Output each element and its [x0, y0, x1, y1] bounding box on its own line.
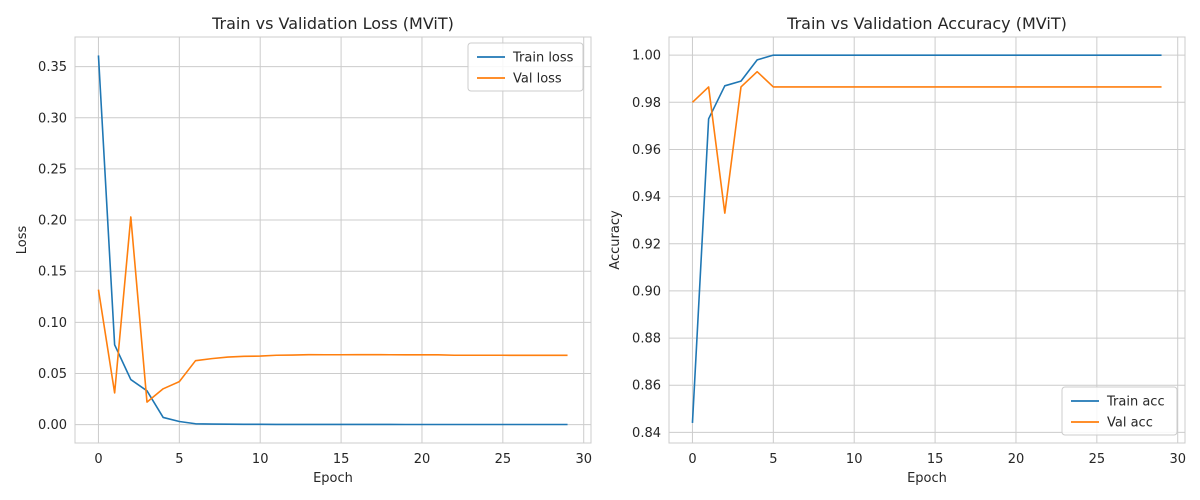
plot-area	[668, 36, 1186, 444]
x-tick-label: 10	[252, 452, 269, 467]
x-tick-label: 30	[575, 452, 592, 467]
accuracy-chart: 0 5 10 15 20 25 30 0.84 0.86 0.88 0.90 0.92 0.94 0.96…	[608, 14, 1186, 486]
y-tick-label: 0.96	[632, 143, 661, 158]
x-tick-label: 10	[846, 452, 863, 467]
y-tick-label: 0.84	[632, 426, 661, 441]
y-tick-label: 1.00	[632, 49, 661, 64]
legend-entry: Val loss	[513, 72, 562, 87]
y-tick-label: 0.00	[38, 418, 67, 433]
y-tick-label: 0.10	[38, 316, 67, 331]
loss-chart: 0 5 10 15 20 25 30 0.00 0.05 0.10 0.15 0.20 0.25 0.30…	[15, 14, 592, 486]
x-tick-label: 15	[927, 452, 944, 467]
y-axis-label: Loss	[15, 226, 30, 255]
chart-title: Train vs Validation Loss (MViT)	[211, 14, 454, 33]
x-tick-label: 0	[688, 452, 696, 467]
series-line-val-acc	[691, 70, 1162, 214]
legend-box	[1061, 386, 1178, 436]
y-tick-label: 0.92	[632, 237, 661, 252]
legend-box	[467, 42, 584, 92]
y-tick-label: 0.30	[38, 111, 67, 126]
x-tick-label: 25	[1089, 452, 1106, 467]
y-tick-label: 0.25	[38, 162, 67, 177]
y-tick-label: 0.88	[632, 332, 661, 347]
series-line-train-loss	[97, 55, 568, 426]
series-line-val-loss	[97, 216, 568, 403]
x-tick-label: 0	[94, 452, 102, 467]
legend-entry: Train loss	[512, 51, 574, 66]
x-tick-label: 25	[495, 452, 512, 467]
legend: Train acc Val acc	[1061, 386, 1178, 436]
legend-entry: Val acc	[1107, 416, 1153, 431]
x-tick-label: 5	[769, 452, 777, 467]
legend: Train loss Val loss	[467, 42, 584, 92]
plot-area	[74, 36, 592, 444]
y-axis-label: Accuracy	[608, 210, 623, 270]
chart-title: Train vs Validation Accuracy (MViT)	[786, 14, 1067, 33]
x-tick-label: 30	[1169, 452, 1186, 467]
x-tick-label: 15	[333, 452, 350, 467]
series-line-train-acc	[691, 54, 1162, 424]
y-tick-label: 0.98	[632, 96, 661, 111]
y-tick-label: 0.15	[38, 265, 67, 280]
y-tick-label: 0.20	[38, 214, 67, 229]
y-tick-label: 0.86	[632, 379, 661, 394]
y-tick-label: 0.94	[632, 190, 661, 205]
x-axis-label: Epoch	[907, 471, 947, 486]
x-tick-label: 20	[1008, 452, 1025, 467]
y-tick-label: 0.90	[632, 284, 661, 299]
x-tick-label: 5	[175, 452, 183, 467]
y-tick-label: 0.35	[38, 60, 67, 75]
y-tick-label: 0.05	[38, 367, 67, 382]
x-tick-label: 20	[414, 452, 431, 467]
legend-entry: Train acc	[1106, 395, 1165, 410]
x-axis-label: Epoch	[313, 471, 353, 486]
